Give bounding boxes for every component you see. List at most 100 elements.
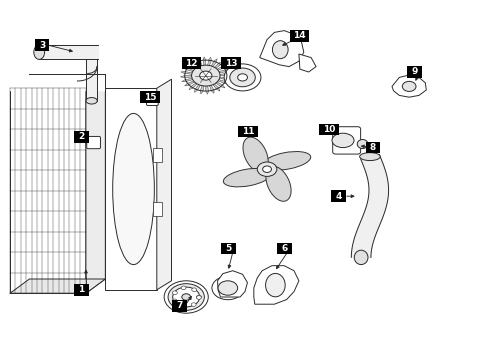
- Ellipse shape: [257, 162, 277, 176]
- Ellipse shape: [266, 274, 285, 297]
- Polygon shape: [181, 72, 206, 76]
- Polygon shape: [189, 76, 206, 90]
- Polygon shape: [392, 76, 426, 97]
- Bar: [153, 202, 162, 216]
- Polygon shape: [206, 76, 225, 88]
- Ellipse shape: [212, 276, 244, 300]
- Ellipse shape: [266, 166, 291, 201]
- Text: 2: 2: [78, 132, 84, 141]
- Ellipse shape: [238, 74, 247, 81]
- Bar: [153, 148, 162, 162]
- Polygon shape: [185, 76, 206, 86]
- Ellipse shape: [263, 152, 311, 170]
- Polygon shape: [200, 76, 206, 94]
- Polygon shape: [206, 76, 220, 91]
- Ellipse shape: [200, 71, 212, 80]
- Polygon shape: [187, 63, 206, 76]
- Text: 9: 9: [411, 68, 418, 77]
- Text: 8: 8: [370, 143, 376, 152]
- Polygon shape: [206, 57, 211, 76]
- FancyBboxPatch shape: [221, 57, 241, 69]
- Ellipse shape: [192, 65, 220, 86]
- FancyBboxPatch shape: [74, 284, 89, 296]
- FancyBboxPatch shape: [35, 39, 49, 51]
- FancyBboxPatch shape: [333, 127, 361, 154]
- Ellipse shape: [86, 98, 97, 104]
- Text: 6: 6: [282, 244, 288, 253]
- Ellipse shape: [172, 299, 177, 303]
- FancyBboxPatch shape: [74, 131, 89, 143]
- Ellipse shape: [243, 137, 268, 172]
- FancyBboxPatch shape: [87, 136, 100, 149]
- Polygon shape: [183, 67, 206, 76]
- Polygon shape: [351, 154, 389, 257]
- Polygon shape: [299, 54, 316, 72]
- Text: 10: 10: [322, 125, 335, 134]
- Ellipse shape: [402, 81, 416, 91]
- FancyBboxPatch shape: [238, 126, 258, 137]
- Ellipse shape: [224, 64, 261, 91]
- Ellipse shape: [150, 99, 154, 102]
- Ellipse shape: [357, 139, 368, 148]
- Ellipse shape: [34, 45, 45, 59]
- FancyBboxPatch shape: [290, 30, 309, 42]
- Ellipse shape: [360, 153, 380, 161]
- Text: 1: 1: [78, 285, 84, 294]
- Text: 11: 11: [242, 127, 254, 136]
- Polygon shape: [10, 279, 105, 293]
- Text: 14: 14: [293, 31, 306, 40]
- Polygon shape: [105, 88, 157, 290]
- Text: 7: 7: [176, 302, 183, 310]
- Polygon shape: [10, 74, 105, 88]
- Polygon shape: [254, 266, 299, 304]
- Ellipse shape: [172, 287, 200, 307]
- Text: 5: 5: [225, 244, 231, 253]
- Polygon shape: [182, 76, 206, 82]
- Polygon shape: [206, 76, 231, 80]
- Polygon shape: [206, 76, 209, 94]
- Text: 12: 12: [185, 58, 198, 68]
- Polygon shape: [192, 60, 206, 76]
- Ellipse shape: [196, 295, 201, 299]
- Ellipse shape: [332, 133, 354, 148]
- FancyBboxPatch shape: [221, 243, 236, 254]
- Ellipse shape: [172, 291, 177, 294]
- Polygon shape: [206, 76, 214, 93]
- Ellipse shape: [113, 113, 154, 265]
- Polygon shape: [86, 74, 105, 293]
- Ellipse shape: [230, 68, 255, 87]
- Polygon shape: [260, 31, 304, 67]
- Polygon shape: [197, 58, 206, 76]
- FancyBboxPatch shape: [277, 243, 292, 254]
- Polygon shape: [206, 69, 230, 76]
- FancyBboxPatch shape: [407, 66, 422, 78]
- Polygon shape: [180, 76, 206, 78]
- Text: 15: 15: [144, 93, 156, 102]
- Text: 4: 4: [335, 192, 342, 201]
- Text: 13: 13: [224, 58, 237, 68]
- Polygon shape: [195, 76, 206, 93]
- Polygon shape: [218, 271, 247, 297]
- Ellipse shape: [263, 166, 271, 172]
- Text: 3: 3: [39, 40, 45, 49]
- Ellipse shape: [354, 250, 368, 265]
- FancyBboxPatch shape: [331, 190, 346, 202]
- Polygon shape: [206, 62, 222, 76]
- FancyBboxPatch shape: [366, 142, 380, 153]
- Polygon shape: [206, 76, 229, 84]
- Ellipse shape: [164, 281, 208, 313]
- Polygon shape: [10, 88, 86, 293]
- Polygon shape: [206, 59, 217, 76]
- Ellipse shape: [218, 281, 238, 295]
- FancyBboxPatch shape: [319, 124, 339, 135]
- FancyBboxPatch shape: [172, 300, 187, 312]
- Ellipse shape: [182, 294, 191, 300]
- Ellipse shape: [168, 284, 204, 310]
- Ellipse shape: [191, 303, 196, 306]
- Ellipse shape: [272, 41, 288, 59]
- Ellipse shape: [86, 139, 96, 146]
- Ellipse shape: [180, 304, 185, 308]
- Polygon shape: [157, 79, 172, 290]
- Ellipse shape: [196, 296, 201, 299]
- Ellipse shape: [181, 286, 186, 290]
